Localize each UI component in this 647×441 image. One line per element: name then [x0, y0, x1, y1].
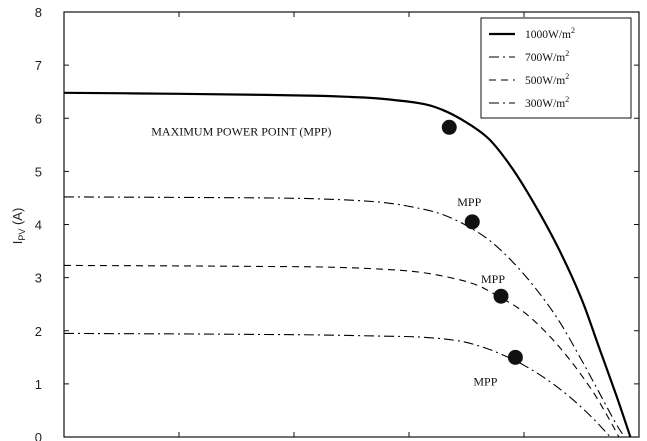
mpp-markers	[441, 119, 523, 365]
y-axis-label: IPV (A)	[10, 208, 27, 245]
legend-entry-sup: 2	[565, 95, 569, 104]
axis-ticks: 0 1 2 3 4 5 6 7 8	[35, 5, 640, 441]
y-tick-label: 0	[35, 430, 42, 441]
mpp-marker	[464, 214, 480, 230]
y-axis-label-sub: PV	[17, 229, 27, 241]
mpp-label: MPP	[457, 195, 481, 209]
legend-entry-sup: 2	[571, 26, 575, 35]
legend-entry-sup: 2	[565, 72, 569, 81]
mpp-label: MPP	[473, 374, 497, 388]
legend-entry: 1000W/m2	[525, 26, 575, 41]
y-tick-label: 7	[35, 58, 42, 73]
series-line	[63, 332, 611, 438]
y-tick-label: 6	[35, 111, 42, 126]
mpp-label: MPP	[481, 272, 505, 286]
mpp-marker	[507, 349, 523, 365]
y-tick-label: 4	[35, 218, 42, 233]
legend: 1000W/m2 700W/m2 500W/m2 300W/m2	[480, 17, 632, 119]
mpp-marker	[493, 288, 509, 304]
legend-entry: 300W/m2	[525, 95, 569, 110]
mpp-annotations: MAXIMUM POWER POINT (MPP) MPP MPP MPP	[151, 124, 505, 388]
y-tick-label: 8	[35, 5, 42, 20]
series-curves	[63, 91, 632, 438]
legend-entry: 700W/m2	[525, 49, 569, 64]
series-line	[63, 91, 632, 438]
y-tick-label: 1	[35, 377, 42, 392]
series-line	[63, 196, 626, 438]
mpp-marker	[441, 119, 457, 135]
legend-entry: 500W/m2	[525, 72, 569, 87]
y-tick-label: 2	[35, 324, 42, 339]
y-tick-label: 3	[35, 271, 42, 286]
series-line	[63, 264, 620, 438]
mpp-label: MAXIMUM POWER POINT (MPP)	[151, 124, 331, 138]
legend-entry-sup: 2	[565, 49, 569, 58]
y-tick-label: 5	[35, 164, 42, 179]
